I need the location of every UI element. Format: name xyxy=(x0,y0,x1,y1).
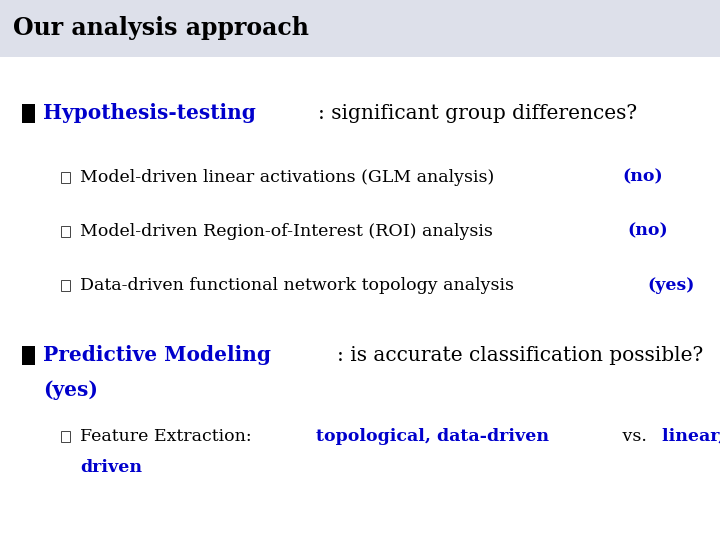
Text: Model-driven linear activations (GLM analysis): Model-driven linear activations (GLM ana… xyxy=(81,168,500,186)
Text: Hypothesis-testing: Hypothesis-testing xyxy=(43,103,256,124)
Text: Feature Extraction:: Feature Extraction: xyxy=(81,428,263,445)
Text: Data-driven functional network topology analysis: Data-driven functional network topology … xyxy=(81,276,520,294)
Text: (no): (no) xyxy=(627,222,668,240)
Text: linear, model-: linear, model- xyxy=(662,428,720,445)
Text: (yes): (yes) xyxy=(647,276,695,294)
FancyBboxPatch shape xyxy=(0,0,720,57)
Text: driven: driven xyxy=(81,458,143,476)
Text: (no): (no) xyxy=(622,168,662,186)
FancyBboxPatch shape xyxy=(22,104,35,123)
Text: (yes): (yes) xyxy=(43,380,98,400)
Text: Our analysis approach: Our analysis approach xyxy=(13,16,309,40)
Text: topological, data-driven: topological, data-driven xyxy=(316,428,549,445)
Text: Predictive Modeling: Predictive Modeling xyxy=(43,345,271,366)
FancyBboxPatch shape xyxy=(22,346,35,364)
Text: : significant group differences?: : significant group differences? xyxy=(318,104,637,123)
Text: : is accurate classification possible?: : is accurate classification possible? xyxy=(338,346,703,365)
Text: Model-driven Region-of-Interest (ROI) analysis: Model-driven Region-of-Interest (ROI) an… xyxy=(81,222,504,240)
Text: vs.: vs. xyxy=(616,428,652,445)
